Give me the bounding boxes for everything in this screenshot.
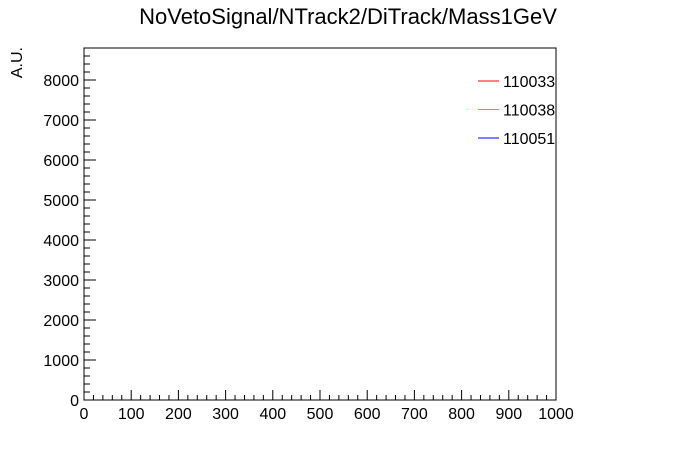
x-tick-label: 300: [212, 406, 239, 423]
x-tick-label: 0: [80, 406, 89, 423]
legend-label: 110051: [503, 131, 555, 148]
x-tick-label: 200: [165, 406, 192, 423]
plot-frame: [83, 47, 557, 401]
axes: 0 100 200 300 400 500 600 700 800 900 1000 0 1000 200…: [43, 47, 574, 423]
x-tick-label: 1000: [538, 406, 574, 423]
x-tick-label: 500: [307, 406, 334, 423]
y-tick-label: 0: [70, 393, 79, 410]
x-tick-label: 400: [259, 406, 286, 423]
y-tick-label: 6000: [43, 153, 79, 170]
y-tick-label: 3000: [43, 273, 79, 290]
x-tick-label: 100: [118, 406, 145, 423]
chart-title: NoVetoSignal/NTrack2/DiTrack/Mass1GeV: [139, 4, 557, 29]
y-tick-label: 7000: [43, 113, 79, 130]
x-tick-label: 900: [495, 406, 522, 423]
y-tick-label: 2000: [43, 313, 79, 330]
y-tick-label: 8000: [43, 73, 79, 90]
x-tick-label: 800: [448, 406, 475, 423]
legend: 110033 110038 110051: [478, 74, 555, 148]
y-tick-label: 1000: [43, 353, 79, 370]
legend-label: 110033: [503, 74, 555, 91]
y-axis-label: A.U.: [9, 47, 26, 78]
legend-label: 110038: [503, 103, 555, 120]
y-tick-label: 4000: [43, 233, 79, 250]
x-tick-label: 700: [401, 406, 428, 423]
y-tick-label: 5000: [43, 193, 79, 210]
x-tick-label: 600: [354, 406, 381, 423]
